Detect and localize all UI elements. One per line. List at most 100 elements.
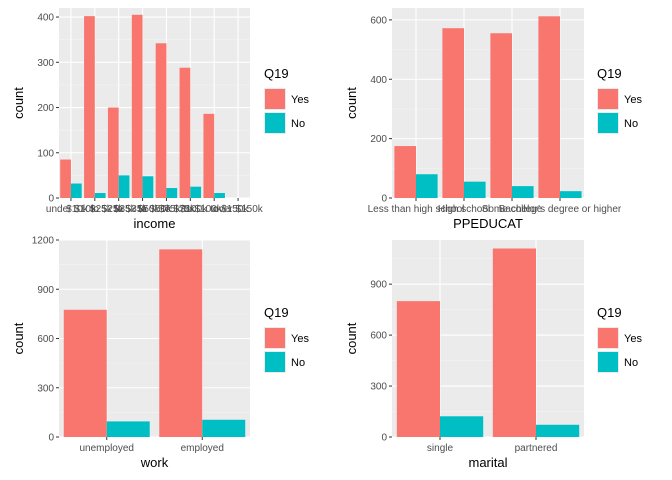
y-tick-label: 1200 [32,236,55,247]
bar-yes-10k-to-25k [84,16,95,199]
x-tick-label: single [427,443,454,454]
y-tick-label: 300 [370,382,387,393]
legend-title: Q19 [597,66,622,81]
legend-label-no: No [624,118,638,130]
bar-no-less-than-high-school [416,174,438,198]
bar-no-under-10k [70,183,82,198]
bar-no-high-school [464,181,486,198]
y-tick-label: 200 [370,134,387,145]
bar-yes-unemployed [63,309,107,437]
y-tick-label: 400 [370,75,387,86]
y-tick-label: 0 [381,194,387,205]
legend-title: Q19 [264,305,289,320]
y-tick-label: 100 [37,148,54,159]
x-axis-title: income [134,216,176,231]
legend-title: Q19 [264,66,289,81]
legend-swatch-yes [265,328,285,348]
bar-yes-75k-to-100k [179,67,191,198]
chart-panel-3: 0 300 600 900 1200 unemployed employed work coun… [11,236,309,471]
bar-no-bachelor-s-degree-or-higher [560,191,582,198]
bar-no-partnered [536,424,580,437]
legend-label-no: No [291,357,305,369]
chart-panel-4: 0 300 600 900 single partnered marital count Q19… [344,240,642,470]
legend-label-no: No [291,118,305,130]
legend-label-yes: Yes [624,94,642,106]
x-axis-title: marital [468,455,507,470]
x-tick-label: $50k to $75k [138,204,196,215]
x-tick-label: $35k to $50k [114,204,172,215]
legend-swatch-no [598,113,618,133]
legend-label-yes: Yes [624,333,642,345]
x-tick-label: unemployed [80,443,134,454]
x-tick-label: $25k to $35k [90,204,148,215]
y-axis-title: count [11,322,26,354]
y-tick-label: 300 [37,58,54,69]
legend-swatch-no [265,352,285,372]
x-tick-label: $75k to $100k [159,204,223,215]
legend: Q19 Yes No [597,66,642,134]
legend: Q19 Yes No [264,66,309,134]
bar-yes-single [396,301,440,437]
chart-panel-1: 0 100 200 300 400 under $10k$10k to $25k$25k … [11,8,309,231]
bar-no-10k-to-25k [94,193,106,198]
legend-title: Q19 [597,305,622,320]
bar-yes-some-college [490,33,512,198]
x-tick-label: partnered [515,443,558,454]
y-tick-label: 400 [37,13,54,24]
bar-no-single [440,416,484,437]
y-tick-label: 200 [37,103,54,114]
x-tick-label: $100k to $150k [180,204,249,215]
bar-yes-25k-to-35k [107,107,119,198]
bar-no-employed [202,419,246,437]
y-tick-label: 0 [48,433,54,444]
bar-no-some-college [512,186,534,198]
y-tick-label: 600 [370,331,387,342]
bar-yes-100k-to-150k [203,113,215,198]
bar-yes-under-10k [60,159,71,198]
x-tick-label: Bachelor's degree or higher [499,204,622,215]
y-tick-label: 300 [37,383,54,394]
x-tick-label: High school [438,204,490,215]
bar-no-50k-to-75k [166,188,178,198]
x-tick-label: $10k to $25k [66,204,124,215]
legend-swatch-yes [598,89,618,109]
legend-label-yes: Yes [291,94,309,106]
x-axis-title: work [140,455,169,470]
legend-swatch-yes [265,89,285,109]
y-tick-label: 600 [370,15,387,26]
bar-yes-50k-to-75k [155,43,167,199]
y-tick-label: 0 [381,433,387,444]
x-tick-label: under $10k [46,204,97,215]
legend-swatch-no [265,113,285,133]
legend-label-yes: Yes [291,333,309,345]
y-tick-label: 0 [48,194,54,205]
y-axis-title: count [344,87,359,119]
bar-no-35k-to-50k [142,176,154,198]
bar-no-unemployed [106,421,150,437]
bar-yes-partnered [492,248,536,437]
y-axis-title: count [11,87,26,119]
legend: Q19 Yes No [264,305,309,373]
y-axis-title: count [344,322,359,354]
x-axis-title: PPEDUCAT [453,216,523,231]
x-tick-label: Some college [482,204,543,215]
bar-no-75k-to-100k [190,186,202,198]
bar-yes-employed [159,249,203,437]
x-tick-label: employed [181,443,224,454]
bar-no-100k-to-150k [214,193,225,198]
y-tick-label: 600 [37,334,54,345]
x-tick-label: Less than high school [368,204,465,215]
bar-yes-bachelor-s-degree-or-higher [538,16,560,198]
bar-no-25k-to-35k [118,175,130,198]
legend: Q19 Yes No [597,305,642,373]
bar-yes-35k-to-50k [131,14,143,198]
y-tick-label: 900 [37,285,54,296]
legend-swatch-yes [598,328,618,348]
legend-swatch-no [598,352,618,372]
legend-label-no: No [624,357,638,369]
bar-yes-high-school [442,28,464,198]
y-tick-label: 900 [370,280,387,291]
bar-yes-less-than-high-school [394,146,416,198]
